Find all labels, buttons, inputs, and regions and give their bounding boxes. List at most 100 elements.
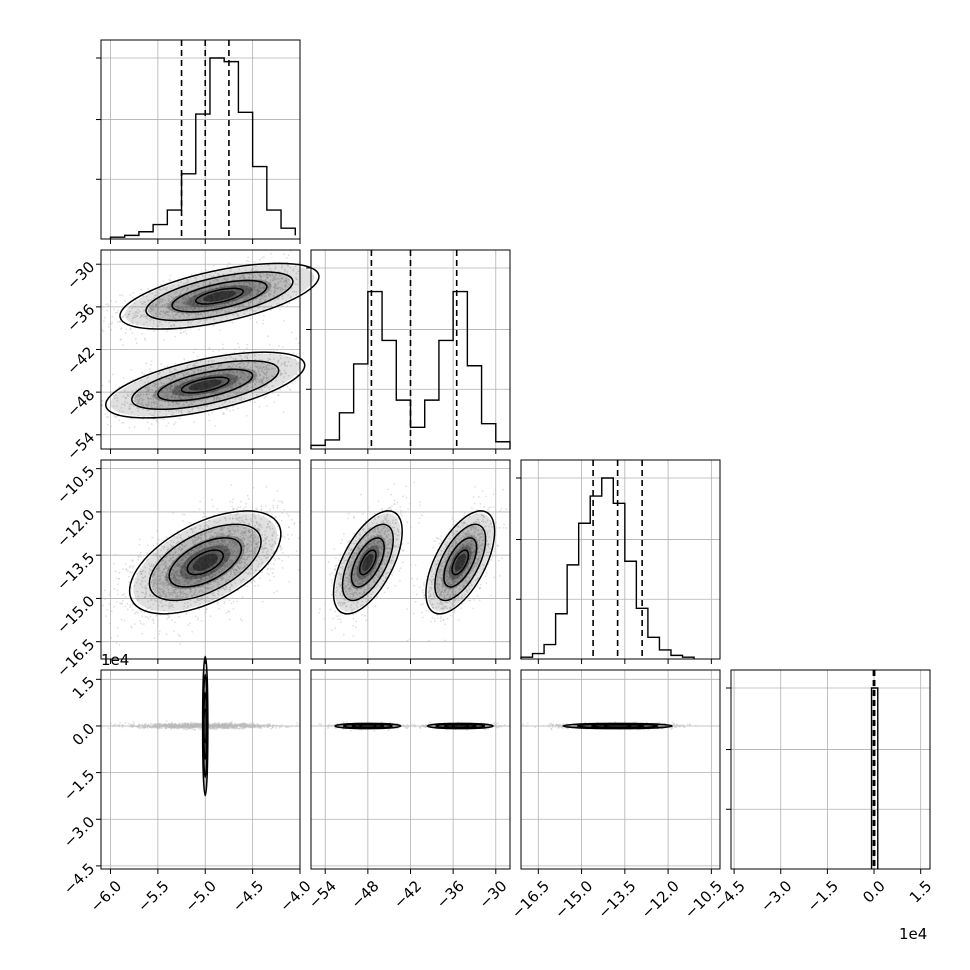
sample-point	[209, 301, 212, 303]
sample-point	[244, 278, 247, 280]
sample-point	[247, 256, 249, 259]
sample-point	[200, 620, 203, 622]
sample-point	[130, 625, 132, 628]
sample-point	[276, 287, 278, 290]
sample-point	[223, 600, 226, 603]
sample-point	[295, 550, 298, 553]
sample-point	[175, 305, 178, 308]
sample-point	[175, 291, 178, 294]
sample-point	[193, 295, 196, 298]
sample-point	[243, 291, 246, 293]
sample-point	[130, 368, 133, 371]
sample-point	[192, 302, 195, 305]
sample-point	[283, 320, 285, 322]
sample-point	[294, 283, 297, 285]
sample-point	[217, 299, 220, 302]
sample-point	[223, 293, 226, 296]
sample-point	[223, 602, 226, 605]
sample-point	[188, 521, 191, 524]
sample-point	[202, 315, 204, 318]
sample-point	[135, 342, 138, 344]
sample-point	[252, 299, 255, 301]
sample-point	[277, 270, 280, 273]
sample-point	[273, 499, 275, 502]
sample-point	[199, 293, 202, 295]
sample-point	[163, 339, 166, 342]
sample-point	[190, 305, 193, 308]
sample-point	[280, 548, 282, 551]
sample-point	[273, 591, 275, 594]
sample-point	[163, 366, 166, 368]
sample-point	[199, 500, 202, 503]
sample-point	[145, 362, 148, 365]
sample-point	[228, 294, 231, 297]
sample-point	[183, 358, 186, 361]
sample-point	[216, 603, 219, 605]
sample-point	[273, 401, 276, 403]
sample-point	[269, 508, 272, 511]
sample-point	[292, 352, 295, 354]
sample-point	[140, 622, 142, 625]
sample-point	[262, 322, 264, 325]
sample-point	[190, 273, 193, 276]
sample-point	[229, 263, 232, 265]
sample-point	[133, 426, 136, 428]
sample-point	[167, 614, 170, 617]
sample-point	[261, 256, 263, 259]
sample-point	[276, 349, 279, 352]
sample-point	[285, 257, 288, 259]
sample-point	[262, 314, 265, 317]
sample-point	[151, 536, 154, 539]
sample-point	[116, 626, 119, 629]
sample-point	[212, 298, 214, 300]
sample-point	[125, 568, 128, 571]
sample-point	[220, 291, 223, 293]
sample-point	[242, 507, 245, 510]
sample-point	[281, 266, 284, 268]
sample-point	[210, 298, 213, 300]
sample-point	[104, 413, 107, 415]
sample-point	[185, 332, 188, 335]
sample-point	[146, 616, 149, 619]
sample-point	[241, 596, 244, 599]
sample-point	[166, 311, 169, 314]
sample-point	[253, 261, 256, 263]
sample-point	[248, 282, 251, 284]
sample-point	[128, 426, 131, 429]
sample-point	[234, 294, 237, 297]
sample-point	[129, 327, 132, 330]
sample-point	[219, 285, 222, 288]
sample-point	[186, 306, 189, 309]
sample-point	[292, 270, 295, 272]
sample-point	[201, 313, 204, 316]
sample-point	[134, 338, 137, 341]
sample-point	[202, 512, 205, 515]
sample-point	[232, 299, 235, 302]
sample-point	[214, 271, 217, 274]
sample-point	[199, 313, 202, 316]
sample-point	[199, 320, 202, 323]
sample-point	[183, 513, 186, 516]
sample-point	[177, 306, 180, 309]
sample-point	[273, 557, 275, 560]
sample-point	[144, 315, 147, 318]
sample-point	[118, 571, 121, 574]
sample-point	[147, 310, 150, 313]
sample-point	[158, 630, 161, 633]
sample-point	[207, 306, 210, 308]
sample-point	[107, 415, 110, 418]
sample-point	[238, 268, 241, 271]
sample-point	[184, 303, 186, 305]
sample-point	[266, 572, 269, 575]
sample-point	[113, 308, 115, 311]
sample-point	[227, 296, 230, 299]
sample-point	[251, 273, 254, 276]
sample-point	[231, 313, 234, 316]
sample-point	[274, 278, 276, 280]
sample-point	[243, 304, 245, 306]
sample-point	[224, 278, 226, 280]
sample-point	[197, 304, 199, 307]
sample-point	[178, 615, 180, 618]
sample-point	[155, 291, 158, 293]
sample-point	[158, 288, 161, 291]
